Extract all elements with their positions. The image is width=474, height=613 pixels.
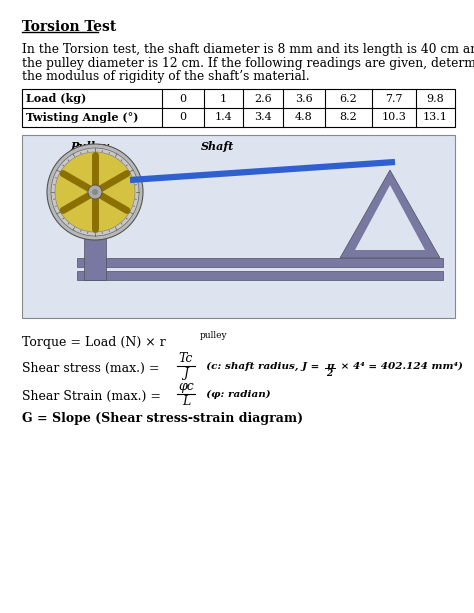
Text: 7.7: 7.7 (385, 94, 403, 104)
Text: φc: φc (178, 380, 194, 393)
Text: Shear stress (max.) =: Shear stress (max.) = (22, 362, 159, 375)
Text: the pulley diameter is 12 cm. If the following readings are given, determine: the pulley diameter is 12 cm. If the fol… (22, 56, 474, 69)
Text: Shear Strain (max.) =: Shear Strain (max.) = (22, 390, 161, 403)
Polygon shape (355, 185, 425, 250)
Text: 1: 1 (220, 94, 227, 104)
Text: (φ: radian): (φ: radian) (199, 390, 271, 399)
Bar (77, 271, 443, 280)
Text: 3.4: 3.4 (254, 113, 272, 123)
Text: pulley: pulley (200, 331, 228, 340)
Text: × 4⁴ = 402.124 mm⁴): × 4⁴ = 402.124 mm⁴) (337, 362, 463, 371)
Bar (84, 172, 106, 280)
Text: Tc: Tc (179, 352, 193, 365)
Text: 3.6: 3.6 (295, 94, 313, 104)
Text: Pulley: Pulley (71, 141, 109, 152)
Circle shape (88, 185, 102, 199)
Text: J: J (183, 367, 189, 380)
Text: 10.3: 10.3 (382, 113, 406, 123)
Text: (c: shaft radius, J =: (c: shaft radius, J = (199, 362, 323, 371)
Circle shape (92, 189, 98, 195)
Text: In the Torsion test, the shaft diameter is 8 mm and its length is 40 cm and: In the Torsion test, the shaft diameter … (22, 43, 474, 56)
Text: 8.2: 8.2 (340, 113, 357, 123)
Bar (22, 89, 455, 127)
Text: π: π (326, 362, 334, 371)
Text: 1.4: 1.4 (215, 113, 232, 123)
Text: 2: 2 (326, 369, 332, 378)
Text: G = Slope (Shear stress-strain diagram): G = Slope (Shear stress-strain diagram) (22, 412, 303, 425)
Text: 0: 0 (180, 94, 187, 104)
Text: Torsion Test: Torsion Test (22, 20, 116, 34)
Text: 13.1: 13.1 (423, 113, 448, 123)
Text: Torque = Load (N) × r: Torque = Load (N) × r (22, 336, 166, 349)
Text: 9.8: 9.8 (427, 94, 444, 104)
Polygon shape (340, 170, 440, 258)
Text: 4.8: 4.8 (295, 113, 313, 123)
Bar (77, 258, 443, 267)
Text: Shaft: Shaft (201, 141, 234, 152)
Circle shape (51, 148, 139, 236)
Text: the modulus of rigidity of the shaft’s material.: the modulus of rigidity of the shaft’s m… (22, 70, 310, 83)
Circle shape (55, 152, 135, 232)
Text: Load (kg): Load (kg) (26, 93, 86, 104)
Circle shape (47, 144, 143, 240)
Text: 6.2: 6.2 (340, 94, 357, 104)
Text: Twisting Angle (°): Twisting Angle (°) (26, 112, 138, 123)
Bar (22, 135, 455, 318)
Text: 0: 0 (180, 113, 187, 123)
Text: L: L (182, 395, 190, 408)
Text: 2.6: 2.6 (254, 94, 272, 104)
